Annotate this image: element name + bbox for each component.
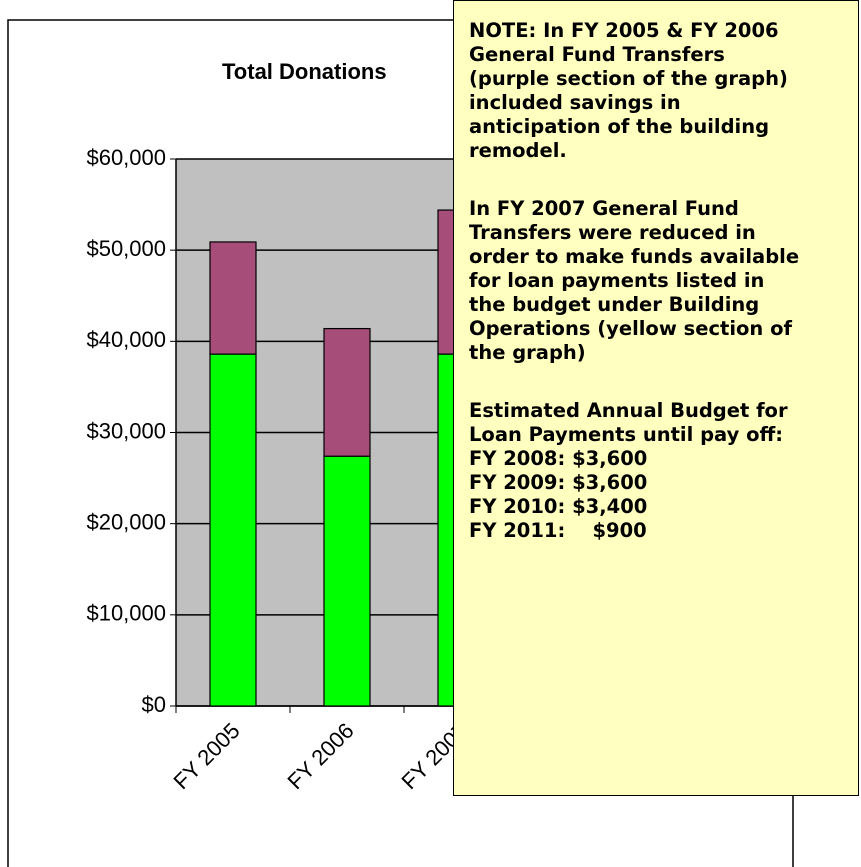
note-line: Transfers were reduced in (469, 221, 756, 244)
y-tick-label: $30,000 (86, 418, 166, 443)
note-line: order to make funds available (469, 245, 800, 268)
y-tick-label: $50,000 (86, 236, 166, 261)
note-line: the graph) (469, 341, 586, 364)
note-line: FY 2009: $3,600 (469, 471, 648, 494)
y-tick-label: $60,000 (86, 145, 166, 170)
bar-segment (323, 327, 371, 457)
note-line: In FY 2007 General Fund (469, 197, 739, 220)
note-line: for loan payments listed in (469, 269, 765, 292)
bar-segment (209, 353, 257, 707)
y-tick-label: $0 (142, 692, 166, 717)
note-line: FY 2011: $900 (469, 519, 647, 542)
note-line: Operations (yellow section of (469, 317, 792, 340)
note-line: General Fund Transfers (469, 43, 725, 66)
note-line: included savings in (469, 91, 681, 114)
note-line: remodel. (469, 139, 567, 162)
note-line: anticipation of the building (469, 115, 770, 138)
note-paragraph: In FY 2007 General Fund Transfers were re… (469, 197, 858, 365)
note-paragraph: NOTE: In FY 2005 & FY 2006 General Fund T… (469, 19, 858, 163)
y-tick-label: $40,000 (86, 327, 166, 352)
y-tick-label: $20,000 (86, 509, 166, 534)
note-line: (purple section of the graph) (469, 67, 788, 90)
note-line: NOTE: In FY 2005 & FY 2006 (469, 19, 779, 42)
note-line: FY 2008: $3,600 (469, 447, 648, 470)
bar-segment (209, 241, 257, 355)
bar-segment (323, 455, 371, 707)
y-tick-label: $10,000 (86, 601, 166, 626)
note-line: FY 2010: $3,400 (469, 495, 648, 518)
note-box: NOTE: In FY 2005 & FY 2006 General Fund T… (453, 0, 859, 796)
note-line: Loan Payments until pay off: (469, 423, 784, 446)
note-line: the budget under Building (469, 293, 760, 316)
chart-title: Total Donations (222, 59, 387, 84)
note-paragraph: Estimated Annual Budget for Loan Payments… (469, 399, 858, 543)
note-line: Estimated Annual Budget for (469, 399, 788, 422)
